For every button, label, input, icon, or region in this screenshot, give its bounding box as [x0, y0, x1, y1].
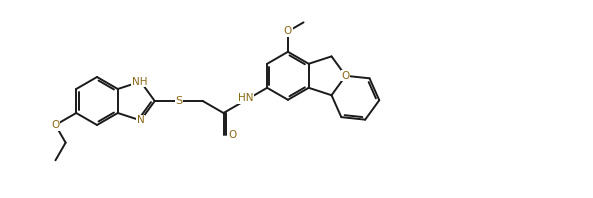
Text: NH: NH	[132, 77, 147, 87]
Text: N: N	[137, 115, 145, 125]
Text: HN: HN	[238, 93, 253, 103]
Text: S: S	[175, 96, 182, 106]
Text: O: O	[52, 120, 59, 130]
Text: O: O	[284, 26, 292, 36]
Text: O: O	[228, 130, 237, 140]
Text: O: O	[342, 71, 350, 81]
